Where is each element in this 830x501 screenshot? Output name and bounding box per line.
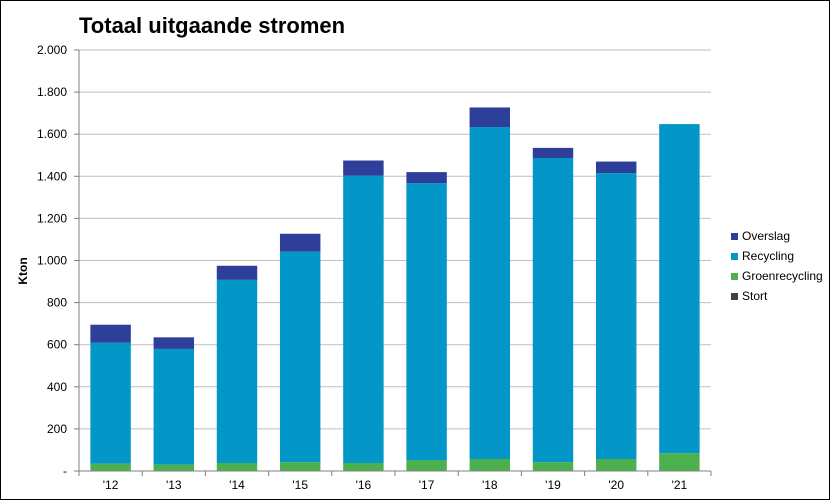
bar-recycling-6 <box>469 127 511 460</box>
bar-recycling-9 <box>659 124 700 454</box>
x-tick-labels: '12 '13 '14 '15 '16 '17 '18 '19 '20 '21 <box>103 478 688 492</box>
y-tick-label: 200 <box>47 422 67 436</box>
x-tick-label: '21 <box>672 478 688 492</box>
axes <box>74 49 712 476</box>
bar-overslag-2 <box>216 265 258 280</box>
bar-overslag-8 <box>595 161 637 174</box>
legend-swatch-stort <box>731 293 738 300</box>
x-tick-label: '15 <box>292 478 308 492</box>
x-tick-label: '18 <box>482 478 498 492</box>
bars <box>90 107 700 471</box>
legend-label-stort: Stort <box>742 289 768 303</box>
bar-groenrecycling-3 <box>279 462 321 471</box>
y-tick-labels: - 200 400 600 800 1.000 1.200 1.400 1.600 1.800 2.… <box>37 43 67 478</box>
legend-label-recycling: Recycling <box>742 249 794 263</box>
x-tick-label: '16 <box>356 478 372 492</box>
x-tick-label: '12 <box>103 478 119 492</box>
y-tick-label: 1.200 <box>37 211 67 225</box>
chart-title: Totaal uitgaande stromen <box>79 13 345 38</box>
bar-overslag-5 <box>406 172 447 184</box>
bar-overslag-4 <box>343 160 384 176</box>
bar-recycling-5 <box>406 183 447 461</box>
y-tick-label: 2.000 <box>37 43 67 57</box>
bar-groenrecycling-7 <box>532 462 574 471</box>
bar-recycling-3 <box>279 251 321 463</box>
bar-groenrecycling-2 <box>216 463 258 471</box>
y-tick-label: 1.600 <box>37 127 67 141</box>
bar-groenrecycling-0 <box>90 463 131 471</box>
bar-groenrecycling-5 <box>406 460 447 471</box>
bar-recycling-8 <box>595 173 637 460</box>
bar-groenrecycling-6 <box>469 459 511 471</box>
bar-recycling-2 <box>216 279 258 464</box>
y-tick-label: - <box>63 464 67 478</box>
x-tick-label: '14 <box>229 478 245 492</box>
y-tick-label: 800 <box>47 296 67 310</box>
x-tick-label: '19 <box>545 478 561 492</box>
bar-overslag-3 <box>279 233 321 252</box>
bar-overslag-6 <box>469 107 511 128</box>
y-tick-label: 1.800 <box>37 85 67 99</box>
y-tick-label: 1.000 <box>37 254 67 268</box>
x-tick-label: '17 <box>419 478 435 492</box>
x-tick-label: '13 <box>166 478 182 492</box>
bar-overslag-0 <box>90 324 131 343</box>
bar-groenrecycling-8 <box>595 459 637 471</box>
x-tick-label: '20 <box>608 478 624 492</box>
legend-swatch-groenrecycling <box>731 273 738 280</box>
y-tick-label: 1.400 <box>37 169 67 183</box>
bar-recycling-0 <box>90 342 131 464</box>
y-tick-label: 400 <box>47 380 67 394</box>
bar-overslag-1 <box>153 337 195 349</box>
y-axis-label: Kton <box>16 257 30 284</box>
legend-swatch-recycling <box>731 253 738 260</box>
legend-label-groenrecycling: Groenrecycling <box>742 269 823 283</box>
y-tick-label: 600 <box>47 338 67 352</box>
legend-label-overslag: Overslag <box>742 229 790 243</box>
bar-groenrecycling-9 <box>659 453 700 471</box>
bar-recycling-4 <box>343 175 384 464</box>
bar-groenrecycling-4 <box>343 463 384 471</box>
bar-overslag-7 <box>532 147 574 158</box>
legend: Overslag Recycling Groenrecycling Stort <box>731 229 823 303</box>
legend-swatch-overslag <box>731 233 738 240</box>
bar-recycling-1 <box>153 348 195 465</box>
bar-groenrecycling-1 <box>153 464 195 471</box>
bar-recycling-7 <box>532 157 574 463</box>
